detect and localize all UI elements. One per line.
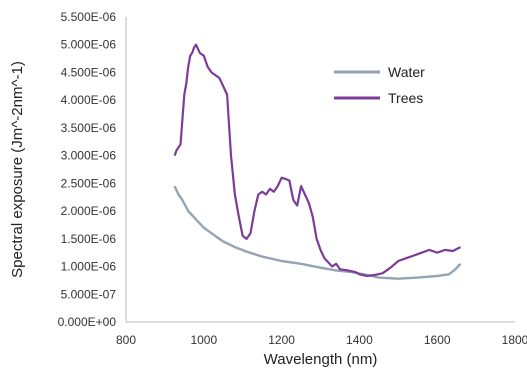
series-line-water	[173, 185, 462, 280]
y-tick-label: 2.500E-06	[61, 176, 117, 190]
x-tick-label: 1800	[502, 333, 527, 347]
x-tick-label: 1000	[190, 333, 217, 347]
y-tick-label: 2.000E-06	[61, 204, 117, 218]
x-tick-label: 800	[116, 333, 136, 347]
y-tick-label: 0.000E+00	[58, 315, 117, 329]
series-line-trees	[173, 43, 461, 278]
legend-label-trees: Trees	[388, 90, 423, 106]
y-tick-label: 5.000E-06	[61, 38, 117, 52]
x-tick-label: 1600	[424, 333, 451, 347]
x-axis-title: Wavelength (nm)	[264, 351, 378, 368]
x-tick-label: 1200	[268, 333, 295, 347]
y-tick-label: 4.500E-06	[61, 65, 117, 79]
x-axis-ticks: 800 1000 1200 1400 1600 1800	[116, 333, 527, 347]
y-tick-label: 1.000E-06	[61, 260, 117, 274]
y-tick-label: 4.000E-06	[61, 93, 117, 107]
y-tick-label: 1.500E-06	[61, 232, 117, 246]
y-tick-label: 3.500E-06	[61, 121, 117, 135]
y-tick-label: 5.000E-07	[61, 287, 117, 301]
y-axis-ticks: 0.000E+00 5.000E-07 1.000E-06 1.500E-06 2.00…	[58, 10, 117, 329]
y-axis-title: Spectral exposure (Jm^-2nm^-1)	[9, 61, 26, 278]
legend-label-water: Water	[388, 64, 425, 80]
y-tick-label: 3.000E-06	[61, 149, 117, 163]
plot-series	[173, 43, 462, 280]
legend: Water Trees	[334, 64, 425, 106]
x-tick-label: 1400	[346, 333, 373, 347]
y-tick-label: 5.500E-06	[61, 10, 117, 24]
